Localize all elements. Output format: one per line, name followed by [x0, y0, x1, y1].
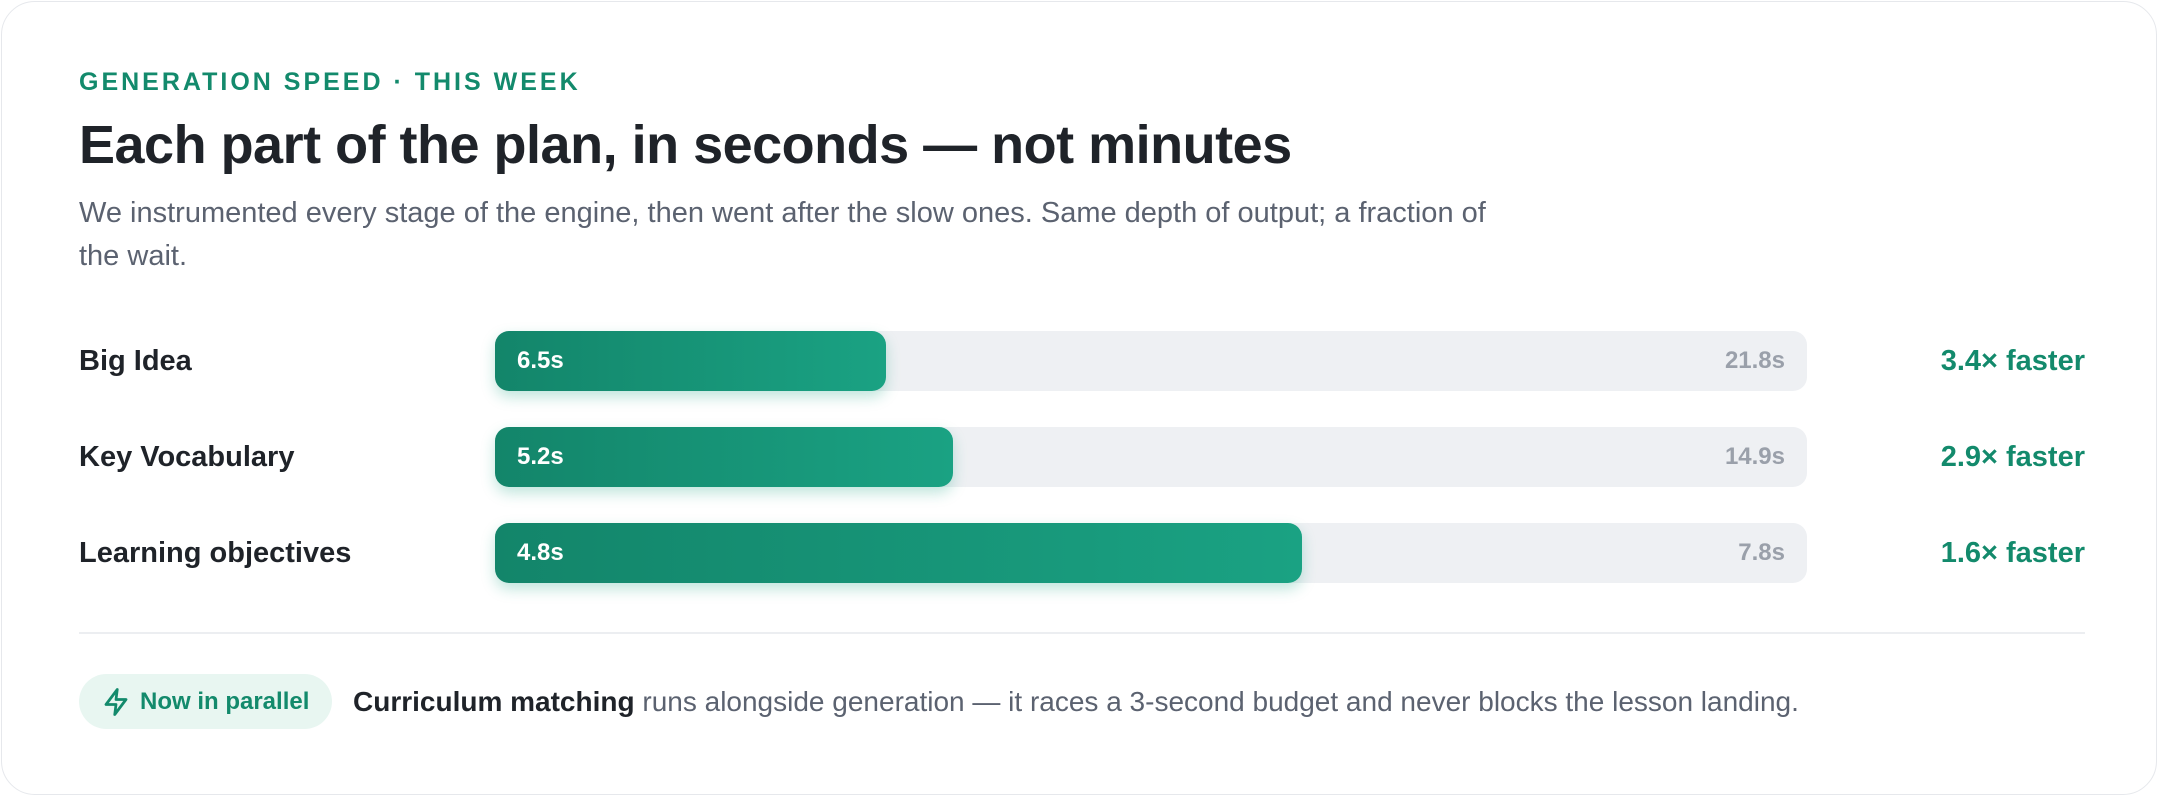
eyebrow-label: GENERATION SPEED · THIS WEEK [79, 68, 581, 96]
bar-track: 5.2s 14.9s [495, 427, 1807, 487]
chart-row-key-vocabulary: Key Vocabulary 5.2s 14.9s 2.9× faster [79, 427, 2085, 487]
card-subtitle: We instrumented every stage of the engin… [79, 197, 1486, 272]
parallel-badge-label: Now in parallel [140, 688, 310, 715]
bar-fill: 4.8s [495, 523, 1302, 583]
old-time-label: 7.8s [1738, 539, 1785, 566]
bar-fill: 6.5s [495, 331, 886, 391]
note-body-text: runs alongside generation — it races a 3… [634, 686, 1799, 717]
new-time-label: 6.5s [517, 347, 564, 374]
old-time-label: 14.9s [1724, 443, 1785, 470]
note-text: Curriculum matching runs alongside gener… [353, 674, 1799, 729]
parallel-note: Now in parallel Curriculum matching runs… [79, 674, 2085, 729]
note-strong-text: Curriculum matching [353, 686, 635, 717]
new-time-label: 5.2s [517, 443, 564, 470]
row-label: Learning objectives [79, 537, 352, 569]
speedup-label: 1.6× faster [1940, 537, 2085, 569]
bar-fill: 5.2s [495, 427, 953, 487]
parallel-badge: Now in parallel [79, 674, 332, 729]
lightning-bolt-icon [104, 688, 128, 716]
chart-row-big-idea: Big Idea 6.5s 21.8s 3.4× faster [79, 331, 2085, 391]
row-label: Key Vocabulary [79, 441, 295, 473]
bar-track: 6.5s 21.8s [495, 331, 1807, 391]
old-time-label: 21.8s [1724, 347, 1785, 374]
speedup-label: 3.4× faster [1940, 345, 2085, 377]
bar-track: 4.8s 7.8s [495, 523, 1807, 583]
card-title: Each part of the plan, in seconds — not … [79, 115, 1292, 175]
new-time-label: 4.8s [517, 539, 564, 566]
divider [79, 632, 2085, 634]
chart-row-learning-objectives: Learning objectives 4.8s 7.8s 1.6× faste… [79, 523, 2085, 583]
speedup-label: 2.9× faster [1940, 441, 2085, 473]
row-label: Big Idea [79, 345, 192, 377]
